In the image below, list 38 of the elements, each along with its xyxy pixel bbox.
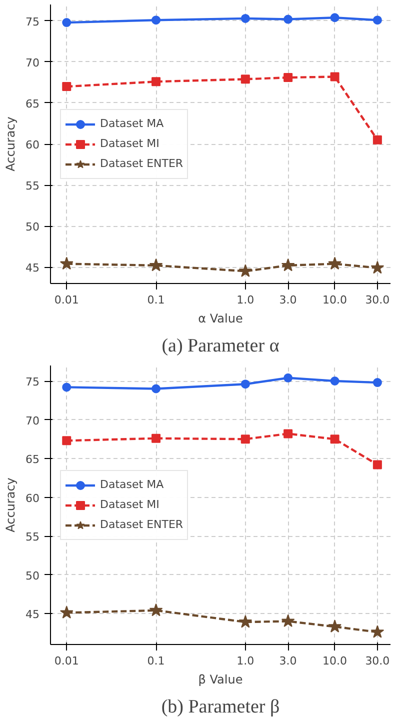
y-tick-label: 55 [26, 180, 40, 193]
y-tick-label: 60 [26, 492, 40, 505]
x-axis-title: α Value [198, 312, 243, 326]
x-tick-label: 1.0 [236, 294, 254, 306]
y-tick-label: 45 [26, 262, 40, 275]
x-tick-label: 1.0 [236, 654, 254, 668]
y-axis-title: Accuracy [4, 116, 18, 172]
y-tick-label: 75 [26, 15, 40, 28]
legend-label: Dataset MA [100, 116, 164, 130]
y-tick-label: 70 [26, 56, 40, 70]
legend-label: Dataset ENTER [100, 156, 184, 170]
legend-label: Dataset MI [100, 136, 160, 150]
x-tick-label: 0.1 [147, 294, 165, 306]
y-tick-label: 45 [26, 608, 40, 621]
x-tick-label: 30.0 [365, 654, 390, 668]
y-tick-label: 55 [26, 530, 40, 544]
text: (b) Parameter β [161, 696, 280, 718]
y-tick-label: 65 [26, 97, 40, 110]
x-tick-label: 10.0 [322, 294, 348, 306]
x-tick-label: 0.01 [54, 654, 79, 668]
y-tick-label: 60 [26, 138, 40, 152]
y-tick-label: 75 [26, 376, 40, 388]
legend-label: Dataset ENTER [100, 518, 184, 532]
y-tick-label: 70 [26, 414, 40, 428]
x-tick-label: 30.0 [365, 294, 390, 306]
x-tick-label: 0.01 [54, 294, 79, 306]
x-tick-label: 10.0 [322, 654, 348, 668]
x-tick-label: 3.0 [279, 294, 297, 306]
text: (a) Parameter α [162, 336, 280, 356]
x-tick-label: 3.0 [279, 654, 297, 668]
y-tick-label: 65 [26, 453, 40, 466]
legend-label: Dataset MI [100, 498, 160, 512]
x-tick-label: 0.1 [147, 654, 165, 668]
x-axis-title: β Value [198, 672, 243, 686]
y-axis-title: Accuracy [4, 478, 18, 532]
y-tick-label: 50 [26, 569, 40, 582]
y-tick-label: 50 [26, 220, 40, 234]
legend-label: Dataset MA [100, 478, 164, 492]
